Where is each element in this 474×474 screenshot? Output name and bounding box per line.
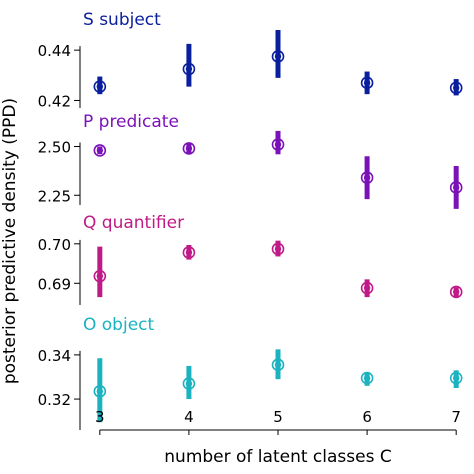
point-ring [182, 246, 196, 259]
data-point-3-4 [449, 370, 463, 389]
data-point-2-1 [182, 245, 196, 260]
panels: S subject 0.42 0.44 P predicate 2.25 2.50 Q qu… [38, 10, 463, 430]
panel-title: O object [83, 315, 155, 335]
y-tick-label: 2.50 [38, 139, 71, 157]
x-tick-label: 7 [451, 408, 461, 426]
point-ring [360, 171, 374, 184]
point-ring [360, 281, 374, 295]
point-marker [185, 145, 193, 152]
point-marker [452, 184, 460, 191]
data-point-1-2 [271, 130, 285, 155]
point-ring [182, 377, 196, 390]
point-marker [363, 374, 371, 382]
point-marker [274, 141, 282, 148]
point-ring [360, 76, 374, 90]
data-point-1-1 [182, 142, 196, 155]
y-axis-label: posterior predictive density (PPD) [0, 98, 20, 384]
data-point-0-4 [449, 79, 463, 96]
x-axis-label: number of latent classes C [164, 447, 391, 467]
data-point-1-4 [449, 166, 463, 209]
point-marker [274, 53, 282, 60]
data-point-0-2 [271, 30, 285, 78]
point-ring [449, 285, 463, 299]
point-marker [363, 79, 371, 87]
data-point-2-3 [360, 279, 374, 298]
point-ring [271, 50, 285, 63]
point-ring [182, 62, 196, 76]
data-point-3-3 [360, 371, 374, 386]
x-tick-label: 5 [273, 408, 283, 426]
data-point-0-1 [182, 43, 196, 87]
point-ring [271, 242, 285, 256]
point-marker [185, 249, 193, 256]
panel-3: O object 0.32 0.34 [38, 315, 463, 430]
panel-1: P predicate 2.25 2.50 [38, 112, 463, 209]
panel-0: S subject 0.42 0.44 [38, 10, 463, 110]
point-marker [363, 174, 371, 181]
panel-title: S subject [83, 10, 161, 30]
point-ring [93, 385, 107, 398]
point-ring [93, 80, 107, 93]
point-marker [452, 374, 460, 382]
y-tick-label: 0.42 [38, 92, 71, 110]
point-marker [452, 84, 460, 92]
data-point-0-3 [360, 71, 374, 95]
point-marker [96, 147, 104, 154]
point-ring [449, 81, 463, 95]
data-point-3-2 [271, 349, 285, 380]
point-ring [271, 358, 285, 372]
point-ring [360, 371, 374, 385]
y-tick-label: 0.44 [38, 42, 71, 60]
point-ring [449, 181, 463, 194]
y-tick-label: 0.70 [38, 236, 71, 254]
y-tick-label: 2.25 [38, 187, 71, 205]
point-marker [452, 288, 460, 296]
point-marker [96, 388, 104, 395]
data-point-2-0 [93, 246, 107, 298]
data-point-1-3 [360, 156, 374, 200]
point-marker [185, 380, 193, 387]
panel-2: Q quantifier 0.69 0.70 [38, 213, 463, 305]
data-point-0-0 [93, 76, 107, 95]
x-tick-label: 4 [184, 408, 194, 426]
point-marker [274, 361, 282, 369]
point-ring [449, 371, 463, 385]
data-point-3-1 [182, 365, 196, 400]
point-marker [363, 284, 371, 292]
x-tick-label: 3 [95, 408, 105, 426]
y-tick-label: 0.32 [38, 391, 71, 409]
data-point-3-0 [93, 358, 107, 423]
point-ring [182, 142, 196, 155]
panel-title: Q quantifier [83, 213, 184, 233]
point-ring [271, 138, 285, 151]
point-ring [93, 144, 107, 157]
data-point-1-0 [93, 144, 107, 157]
point-marker [185, 65, 193, 73]
y-tick-label: 0.69 [38, 275, 71, 293]
y-tick-label: 0.34 [38, 347, 71, 365]
point-marker [96, 83, 104, 90]
data-point-2-2 [271, 240, 285, 257]
data-point-2-4 [449, 285, 463, 299]
x-axis: 3 4 5 6 7 [95, 408, 461, 435]
panel-title: P predicate [83, 112, 179, 132]
x-tick-label: 6 [362, 408, 372, 426]
point-ring [93, 269, 107, 283]
point-marker [96, 272, 104, 280]
point-marker [274, 245, 282, 253]
